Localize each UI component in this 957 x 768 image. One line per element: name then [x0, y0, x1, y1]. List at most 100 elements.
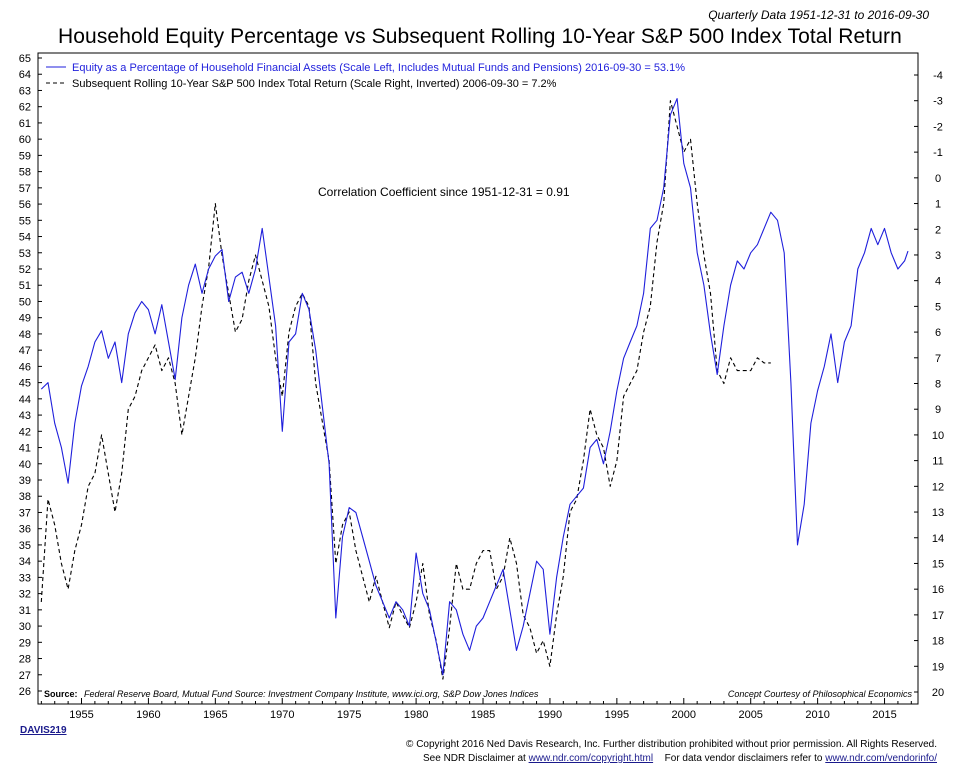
right-tick-label: 20 — [932, 687, 944, 699]
right-tick-label: -2 — [933, 121, 943, 133]
left-tick-label: 39 — [19, 475, 31, 487]
left-tick-label: 61 — [19, 118, 31, 130]
left-tick-label: 36 — [19, 524, 31, 536]
left-tick-label: 43 — [19, 410, 31, 422]
left-tick-label: 44 — [19, 394, 31, 406]
plot-frame — [37, 52, 919, 705]
right-tick-label: 13 — [932, 507, 944, 519]
right-tick-label: 0 — [935, 173, 941, 185]
right-tick-label: 17 — [932, 610, 944, 622]
return-series-line — [40, 100, 771, 680]
legend-label-equity: Equity as a Percentage of Household Fina… — [72, 62, 685, 74]
right-tick-label: 14 — [932, 533, 944, 545]
left-tick-label: 32 — [19, 589, 31, 601]
x-tick-label: 2015 — [872, 709, 896, 721]
left-tick-label: 35 — [19, 540, 31, 552]
correlation-annotation: Correlation Coefficient since 1951-12-31… — [318, 185, 570, 199]
vendor-prefix: For data vendor disclaimers refer to — [664, 753, 823, 764]
right-tick-label: 16 — [932, 584, 944, 596]
right-tick-label: 6 — [935, 327, 941, 339]
right-tick-label: 1 — [935, 199, 941, 211]
series-layer — [40, 98, 909, 680]
left-tick-label: 53 — [19, 248, 31, 260]
left-tick-label: 41 — [19, 443, 31, 455]
left-tick-label: 29 — [19, 637, 31, 649]
right-tick-label: 15 — [932, 558, 944, 570]
left-tick-label: 38 — [19, 491, 31, 503]
left-tick-label: 42 — [19, 426, 31, 438]
left-tick-label: 37 — [19, 507, 31, 519]
x-tick-label: 2005 — [738, 709, 762, 721]
right-tick-label: 12 — [932, 481, 944, 493]
left-tick-label: 59 — [19, 150, 31, 162]
right-tick-label: 2 — [935, 224, 941, 236]
left-tick-label: 52 — [19, 264, 31, 276]
chart-title: Household Equity Percentage vs Subsequen… — [58, 25, 902, 48]
x-tick-label: 1985 — [471, 709, 495, 721]
left-tick-label: 46 — [19, 361, 31, 373]
credit-text: Concept Courtesy of Philosophical Econom… — [728, 689, 913, 699]
disclaimer-link[interactable]: www.ndr.com/copyright.html — [528, 753, 654, 764]
left-axis: 26 27 28 29 30 31 32 33 34 35 36 37 38 39 40 41 42 43 44 45… — [19, 53, 42, 698]
left-tick-label: 27 — [19, 670, 31, 682]
copyright-text: © Copyright 2016 Ned Davis Research, Inc… — [406, 739, 937, 750]
left-tick-label: 65 — [19, 53, 31, 65]
right-tick-label: -3 — [933, 96, 943, 108]
right-tick-label: -4 — [933, 70, 943, 82]
disclaimer-line: See NDR Disclaimer at www.ndr.com/copyri… — [406, 752, 937, 766]
chart-id-link[interactable]: DAVIS219 — [20, 725, 67, 736]
x-tick-label: 1995 — [605, 709, 629, 721]
left-tick-label: 49 — [19, 313, 31, 325]
left-tick-label: 58 — [19, 167, 31, 179]
left-tick-label: 60 — [19, 134, 31, 146]
right-tick-label: 19 — [932, 661, 944, 673]
left-tick-label: 62 — [19, 102, 31, 114]
left-tick-label: 57 — [19, 183, 31, 195]
left-tick-label: 33 — [19, 572, 31, 584]
vendor-link[interactable]: www.ndr.com/vendorinfo/ — [825, 753, 937, 764]
source-label: Source: — [44, 689, 78, 699]
right-tick-label: -1 — [933, 147, 943, 159]
left-tick-label: 31 — [19, 605, 31, 617]
left-tick-label: 28 — [19, 654, 31, 666]
x-tick-label: 1980 — [404, 709, 428, 721]
x-tick-label: 2010 — [805, 709, 829, 721]
left-tick-label: 48 — [19, 329, 31, 341]
equity-series-line — [40, 98, 909, 676]
right-tick-label: 3 — [935, 250, 941, 262]
left-tick-label: 56 — [19, 199, 31, 211]
right-tick-label: 7 — [935, 353, 941, 365]
chart-subtitle: Quarterly Data 1951-12-31 to 2016-09-30 — [708, 8, 929, 22]
left-tick-label: 51 — [19, 280, 31, 292]
left-tick-label: 64 — [19, 69, 31, 81]
left-tick-label: 50 — [19, 296, 31, 308]
left-tick-label: 63 — [19, 85, 31, 97]
x-tick-label: 1960 — [136, 709, 160, 721]
x-tick-label: 2000 — [672, 709, 696, 721]
right-tick-label: 8 — [935, 379, 941, 391]
x-axis: 1955 1960 1965 1970 1975 1980 1985 1990 1995 2000… — [40, 698, 912, 721]
legend-label-return: Subsequent Rolling 10-Year S&P 500 Index… — [72, 78, 557, 90]
x-tick-label: 1955 — [69, 709, 93, 721]
x-tick-label: 1975 — [337, 709, 361, 721]
right-tick-label: 4 — [935, 276, 941, 288]
right-tick-label: 11 — [932, 456, 943, 468]
disclaimer-prefix: See NDR Disclaimer at — [423, 753, 526, 764]
left-tick-label: 54 — [19, 232, 31, 244]
x-tick-label: 1990 — [538, 709, 562, 721]
left-tick-label: 45 — [19, 378, 31, 390]
x-tick-label: 1965 — [203, 709, 227, 721]
x-tick-label: 1970 — [270, 709, 294, 721]
left-tick-label: 55 — [19, 215, 31, 227]
left-tick-label: 40 — [19, 459, 31, 471]
right-tick-label: 10 — [932, 430, 944, 442]
left-tick-label: 26 — [19, 686, 31, 698]
right-tick-label: 5 — [935, 301, 941, 313]
right-tick-label: 9 — [935, 404, 941, 416]
left-tick-label: 34 — [19, 556, 31, 568]
source-text: Source: Federal Reserve Board, Mutual Fu… — [44, 689, 539, 699]
left-tick-label: 47 — [19, 345, 31, 357]
copyright-block: © Copyright 2016 Ned Davis Research, Inc… — [406, 738, 937, 766]
